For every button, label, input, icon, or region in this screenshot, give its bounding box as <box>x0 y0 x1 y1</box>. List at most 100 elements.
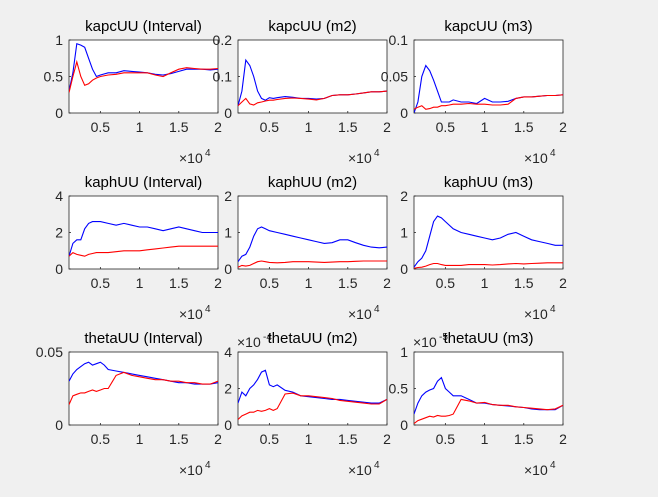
axes-box <box>68 195 219 270</box>
y-tick-label: 2 <box>55 225 63 241</box>
y-tick-label: 1 <box>55 32 63 48</box>
x-tick-label: 0.5 <box>260 275 280 291</box>
x-tick-label: 1 <box>305 431 313 447</box>
x-tick-label: 1.5 <box>338 275 358 291</box>
x-exponent-power: 4 <box>550 460 556 471</box>
chart-title: kaphUU (m2) <box>268 174 357 191</box>
x-tick-label: 1 <box>305 119 313 135</box>
x-tick-label: 1.5 <box>169 119 189 135</box>
chart-title: kapcUU (m3) <box>444 18 532 35</box>
x-exponent-base: ×10 <box>179 462 203 478</box>
y-tick-label: 0.1 <box>389 32 409 48</box>
y-tick-label: 0.1 <box>213 69 233 85</box>
y-tick-label: 0.5 <box>389 381 409 397</box>
x-tick-label: 1.5 <box>169 275 189 291</box>
x-tick-label: 2 <box>383 275 391 291</box>
y-tick-label: 0.2 <box>213 32 233 48</box>
x-exponent-base: ×10 <box>348 462 372 478</box>
y-tick-label: 1 <box>400 225 408 241</box>
x-tick-label: 2 <box>214 275 222 291</box>
x-exponent-base: ×10 <box>348 150 372 166</box>
y-tick-label: 2 <box>400 188 408 204</box>
axes-box <box>237 195 388 270</box>
axes-box <box>237 351 388 426</box>
y-tick-label: 0 <box>400 417 408 433</box>
x-tick-label: 1.5 <box>514 119 534 135</box>
x-tick-label: 1 <box>305 275 313 291</box>
subplot: 0.5 1 1.5 2 0 0.05 ×10 4 thetaUU (Interval) <box>36 330 222 478</box>
x-exponent-base: ×10 <box>524 462 548 478</box>
axes-box <box>413 195 564 270</box>
x-tick-label: 2 <box>559 431 567 447</box>
chart-title: thetaUU (Interval) <box>84 330 202 347</box>
chart-title: kapcUU (m2) <box>268 18 356 35</box>
y-tick-label: 0 <box>224 105 232 121</box>
y-tick-label: 1 <box>400 344 408 360</box>
series-line <box>414 94 563 110</box>
y-tick-label: 1 <box>224 225 232 241</box>
subplot: 0.5 1 1.5 2 0 0.05 0.1 ×10 4 kapcUU (m3) <box>381 18 567 166</box>
series-line <box>238 260 387 268</box>
subplot: 0.5 1 1.5 2 0 1 2 ×10 4 kaphUU (m2) <box>224 174 391 322</box>
x-exponent-power: 4 <box>205 148 211 159</box>
x-exponent-power: 4 <box>374 304 380 315</box>
x-tick-label: 2 <box>559 119 567 135</box>
series-line <box>414 398 563 424</box>
x-tick-label: 1 <box>481 119 489 135</box>
x-tick-label: 1 <box>136 431 144 447</box>
subplot: 0.5 1 1.5 2 0 1 2 ×10 4 kaphUU (m3) <box>400 174 567 322</box>
x-tick-label: 2 <box>214 119 222 135</box>
series-line <box>69 42 218 92</box>
series-line <box>69 59 218 93</box>
series-line <box>414 262 563 269</box>
x-tick-label: 1 <box>136 275 144 291</box>
x-tick-label: 1 <box>481 275 489 291</box>
x-tick-label: 0.5 <box>91 119 111 135</box>
axes-box <box>413 39 564 114</box>
x-exponent-base: ×10 <box>179 306 203 322</box>
series-line <box>238 226 387 263</box>
x-tick-label: 0.5 <box>91 275 111 291</box>
y-tick-label: 0 <box>224 417 232 433</box>
x-exponent-base: ×10 <box>348 306 372 322</box>
chart-title: kaphUU (m3) <box>444 174 533 191</box>
x-tick-label: 1 <box>481 431 489 447</box>
y-exponent-power: -4 <box>263 332 272 343</box>
y-tick-label: 0.5 <box>44 69 64 85</box>
x-tick-label: 1.5 <box>338 431 358 447</box>
y-tick-label: 2 <box>224 188 232 204</box>
x-exponent-power: 4 <box>205 304 211 315</box>
y-exponent-base: ×10 <box>237 334 261 350</box>
x-exponent-power: 4 <box>550 148 556 159</box>
series-line <box>69 245 218 257</box>
x-tick-label: 1 <box>136 119 144 135</box>
x-tick-label: 0.5 <box>436 119 456 135</box>
y-tick-label: 2 <box>224 381 232 397</box>
x-exponent-base: ×10 <box>524 150 548 166</box>
x-tick-label: 1.5 <box>514 431 534 447</box>
chart-title: kapcUU (Interval) <box>85 18 202 35</box>
y-tick-label: 0 <box>400 261 408 277</box>
series-line <box>414 215 563 268</box>
x-exponent-power: 4 <box>550 304 556 315</box>
x-tick-label: 1.5 <box>169 431 189 447</box>
x-exponent-power: 4 <box>205 460 211 471</box>
x-tick-label: 2 <box>559 275 567 291</box>
y-exponent-base: ×10 <box>413 334 437 350</box>
x-tick-label: 0.5 <box>436 275 456 291</box>
y-tick-label: 0 <box>55 105 63 121</box>
y-tick-label: 0 <box>400 105 408 121</box>
x-tick-label: 1.5 <box>338 119 358 135</box>
y-tick-label: 0 <box>224 261 232 277</box>
x-tick-label: 0.5 <box>260 431 280 447</box>
x-exponent-power: 4 <box>374 460 380 471</box>
y-tick-label: 4 <box>224 344 232 360</box>
chart-title: thetaUU (m3) <box>443 330 533 347</box>
x-tick-label: 2 <box>214 431 222 447</box>
y-tick-label: 0.05 <box>381 69 408 85</box>
x-exponent-base: ×10 <box>179 150 203 166</box>
